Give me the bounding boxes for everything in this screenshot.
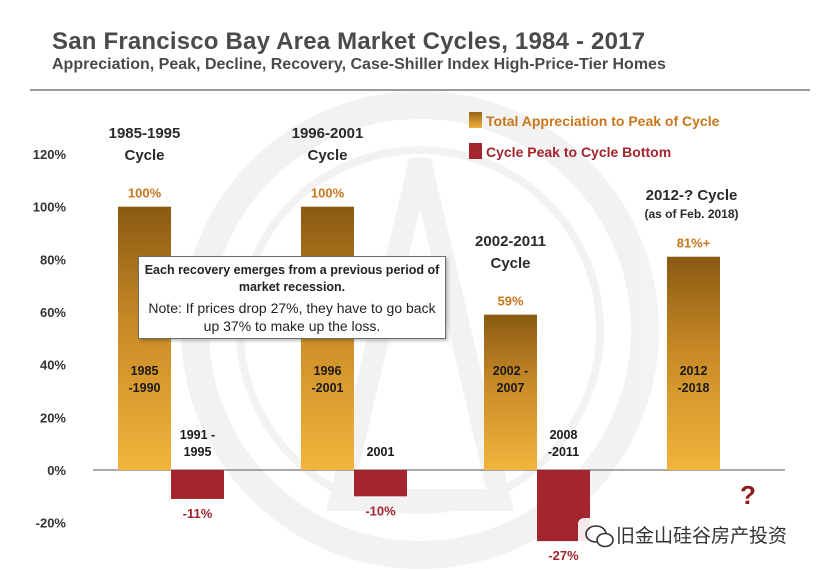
y-axis: 120% 100% 80% 60% 40% 20% 0% -20% [33, 147, 67, 531]
cycle-header-label: Cycle [307, 147, 347, 164]
legend-swatch-decline [469, 143, 482, 159]
appreciation-bar [667, 256, 720, 470]
y-tick-label: 80% [40, 252, 66, 267]
callout-bold-text: Each recovery emerges from a previous pe… [144, 263, 440, 294]
chart-subtitle: Appreciation, Peak, Decline, Recovery, C… [52, 56, 666, 73]
decline-bar [171, 470, 224, 499]
cycle-header-label: 2012-? Cycle [646, 187, 738, 204]
decline-period-label: 1991 - [180, 428, 215, 442]
appreciation-value-label: 100% [311, 186, 345, 201]
callout-note-text: Note: If prices drop 27%, they have to g… [148, 300, 436, 334]
cycle-header-label: 1996-2001 [292, 125, 364, 142]
appreciation-bar [484, 314, 537, 470]
y-tick-label: 100% [33, 200, 67, 215]
cycle-header-label: Cycle [490, 255, 530, 272]
unknown-decline-label: ? [740, 480, 756, 510]
y-tick-label: 60% [40, 305, 66, 320]
y-tick-label: 120% [33, 147, 67, 162]
y-tick-label: 20% [40, 410, 66, 425]
decline-value-label: -11% [183, 506, 213, 521]
decline-period-label: -2011 [548, 445, 579, 459]
bar-period-label: -2001 [312, 381, 344, 395]
decline-value-label: -27% [548, 548, 579, 563]
y-tick-label: -20% [36, 516, 67, 531]
appreciation-value-label: 81%+ [677, 236, 711, 251]
legend-label-appreciation: Total Appreciation to Peak of Cycle [486, 113, 720, 129]
cycle-header-label: Cycle [124, 147, 164, 164]
bar-period-label: 2012 [680, 364, 708, 378]
decline-value-label: -10% [365, 503, 396, 518]
bar-period-label: -2018 [678, 381, 710, 395]
y-tick-label: 0% [47, 463, 66, 478]
chart-title: San Francisco Bay Area Market Cycles, 19… [52, 28, 646, 55]
y-tick-label: 40% [40, 358, 66, 373]
appreciation-value-label: 59% [497, 294, 523, 309]
legend: Total Appreciation to Peak of Cycle Cycle… [469, 112, 720, 160]
legend-label-decline: Cycle Peak to Cycle Bottom [486, 144, 671, 160]
bar-period-label: 2002 - [493, 364, 528, 378]
decline-period-label: 2001 [367, 445, 395, 459]
decline-period-label: 2008 [550, 428, 578, 442]
cycle-header-label: 2002-2011 [475, 233, 546, 250]
decline-bar [354, 470, 407, 497]
decline-period-label: 1995 [184, 445, 212, 459]
watermark-box [578, 518, 806, 552]
watermark-text: 旧金山硅谷房产投资 [616, 525, 788, 547]
cycle-header-label: 1985-1995 [109, 125, 181, 142]
legend-swatch-appreciation [469, 112, 482, 128]
bar-period-label: 1996 [314, 364, 342, 378]
bar-period-label: -1990 [129, 381, 161, 395]
bar-period-label: 1985 [131, 364, 159, 378]
callout-box: Each recovery emerges from a previous pe… [138, 256, 446, 339]
bar-period-label: 2007 [497, 381, 525, 395]
title-divider [30, 89, 810, 91]
appreciation-value-label: 100% [128, 186, 162, 201]
cycle-header-label: (as of Feb. 2018) [644, 207, 738, 221]
labels-group: 100% 1985 -1990 1985-1995 Cycle -11% 1991 - 199… [109, 125, 739, 563]
